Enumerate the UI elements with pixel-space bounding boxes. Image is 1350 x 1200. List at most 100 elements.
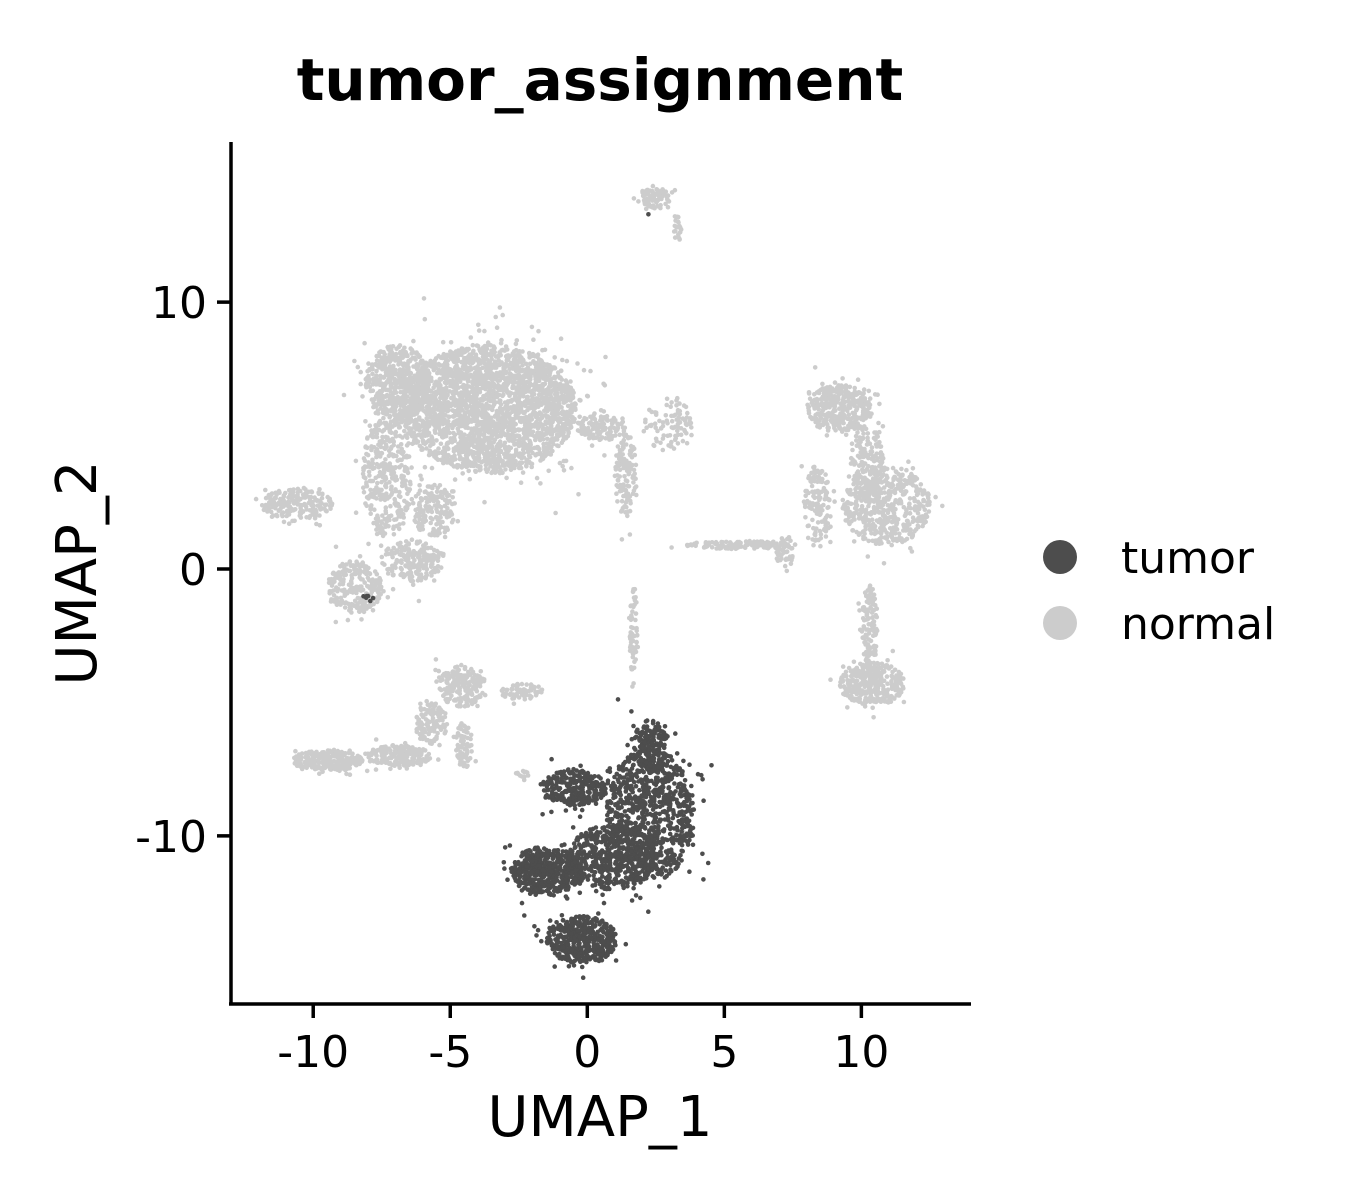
data-point	[394, 401, 399, 406]
data-point	[385, 571, 391, 576]
data-point	[440, 494, 445, 499]
data-point	[432, 428, 438, 433]
data-point	[572, 417, 577, 422]
data-point	[433, 391, 439, 396]
data-point	[601, 381, 606, 387]
data-point	[366, 541, 371, 547]
data-point	[515, 427, 521, 432]
data-point	[382, 446, 388, 452]
data-point	[553, 510, 558, 516]
data-point	[424, 572, 430, 578]
data-point	[370, 371, 375, 377]
data-point	[361, 489, 367, 495]
data-point	[378, 406, 383, 411]
data-point	[484, 344, 489, 349]
data-point	[401, 354, 407, 359]
data-point	[342, 567, 348, 572]
data-point	[673, 412, 678, 418]
data-point	[394, 477, 400, 483]
data-point	[405, 487, 411, 493]
data-point	[513, 433, 519, 439]
data-point	[474, 369, 479, 375]
data-point	[476, 322, 481, 328]
data-point	[531, 337, 536, 343]
data-point	[365, 575, 371, 581]
data-point	[559, 405, 564, 410]
data-point	[550, 411, 556, 416]
data-point	[421, 428, 427, 434]
data-point	[416, 598, 422, 604]
data-point	[537, 416, 543, 421]
data-point	[473, 450, 479, 456]
data-point	[411, 564, 417, 570]
data-point	[413, 417, 419, 423]
data-point	[434, 489, 440, 495]
data-point	[603, 354, 608, 360]
data-point	[428, 515, 434, 521]
data-point	[413, 514, 419, 519]
data-point	[399, 558, 404, 563]
data-point	[601, 415, 607, 420]
data-point	[832, 380, 838, 385]
data-point	[485, 419, 491, 424]
data-point	[353, 510, 359, 515]
data-point	[357, 575, 363, 580]
data-point	[400, 513, 406, 519]
data-point	[504, 405, 510, 411]
data-point	[468, 394, 473, 400]
data-point	[415, 368, 421, 373]
data-point	[389, 452, 395, 457]
data-point	[855, 377, 861, 383]
data-point	[383, 422, 389, 428]
data-point	[669, 413, 674, 419]
data-point	[445, 441, 451, 446]
data-point	[631, 480, 636, 485]
data-point	[487, 444, 492, 450]
data-point	[674, 417, 679, 422]
data-point	[404, 378, 410, 383]
data-point	[281, 519, 287, 525]
data-point	[440, 353, 446, 359]
data-point	[521, 438, 526, 443]
data-point	[581, 367, 587, 373]
data-point	[500, 312, 506, 318]
data-point	[388, 503, 393, 509]
data-point	[295, 501, 300, 507]
data-point	[393, 414, 399, 420]
data-point	[482, 420, 487, 426]
data-point	[503, 424, 508, 430]
data-point	[806, 404, 812, 409]
data-point	[539, 392, 544, 398]
data-point	[384, 437, 390, 443]
data-point	[446, 400, 451, 406]
data-point	[585, 394, 591, 399]
data-point	[451, 371, 457, 377]
data-point	[678, 432, 684, 438]
data-point	[501, 431, 507, 436]
data-point	[448, 510, 454, 516]
data-point	[492, 349, 498, 355]
data-point	[286, 504, 292, 510]
data-point	[370, 434, 376, 440]
data-point	[322, 506, 327, 511]
data-point	[402, 428, 407, 434]
data-point	[383, 457, 388, 462]
data-point	[497, 305, 503, 310]
data-point	[468, 372, 474, 378]
data-point	[419, 400, 424, 405]
data-point	[353, 458, 359, 464]
data-point	[386, 515, 392, 521]
data-point	[376, 442, 381, 448]
data-point	[510, 385, 515, 391]
data-point	[273, 505, 278, 511]
data-point	[376, 473, 381, 479]
data-point	[387, 426, 393, 431]
data-point	[555, 373, 561, 379]
data-point	[375, 411, 381, 416]
data-point	[457, 418, 462, 424]
data-point	[453, 385, 458, 391]
data-point	[462, 460, 468, 466]
data-point	[617, 462, 622, 468]
data-point	[462, 411, 468, 417]
